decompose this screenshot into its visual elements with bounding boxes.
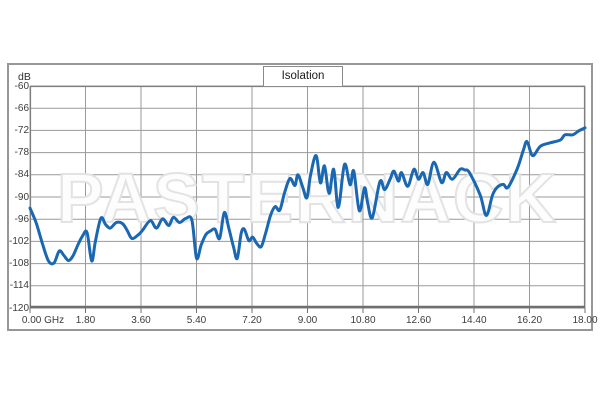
x-tick-label: 18.00 bbox=[572, 315, 598, 326]
chart-panel: dB PASTERNACK Isolation -60 -66 -72 -78 -84-… bbox=[7, 63, 598, 331]
chart-title: Isolation bbox=[263, 66, 343, 87]
x-tick-label: 1.80 bbox=[75, 315, 96, 326]
isolation-curve bbox=[28, 126, 587, 266]
y-tick-label: -84 bbox=[14, 169, 29, 181]
y-tick-label: -102 bbox=[8, 235, 29, 247]
y-tick-label: -96 bbox=[14, 213, 29, 225]
x-tick-label: 0.00 GHz bbox=[21, 315, 65, 326]
y-tick-label: -120 bbox=[8, 302, 29, 314]
y-tick-label: -60 bbox=[14, 80, 29, 92]
x-tick-label: 3.60 bbox=[131, 315, 151, 326]
x-tick-label: 16.20 bbox=[516, 315, 543, 326]
y-tick-label: -108 bbox=[8, 258, 29, 270]
x-tick-label: 12.60 bbox=[405, 315, 432, 326]
grid-layer bbox=[29, 85, 586, 313]
x-tick-label: 7.20 bbox=[242, 315, 262, 326]
x-tick-label: 10.80 bbox=[350, 315, 376, 326]
x-tick-label: 9.00 bbox=[297, 315, 318, 326]
y-tick-label: -114 bbox=[9, 280, 29, 292]
y-tick-label: -78 bbox=[14, 147, 29, 159]
y-tick-label: -72 bbox=[14, 124, 29, 136]
y-tick-label: -90 bbox=[14, 191, 29, 203]
x-tick-label: 14.40 bbox=[461, 315, 487, 326]
curve-layer bbox=[28, 126, 587, 266]
y-tick-label: -66 bbox=[14, 102, 29, 114]
x-tick-label: 5.40 bbox=[186, 315, 207, 326]
y-axis-unit-label: dB bbox=[18, 71, 31, 83]
